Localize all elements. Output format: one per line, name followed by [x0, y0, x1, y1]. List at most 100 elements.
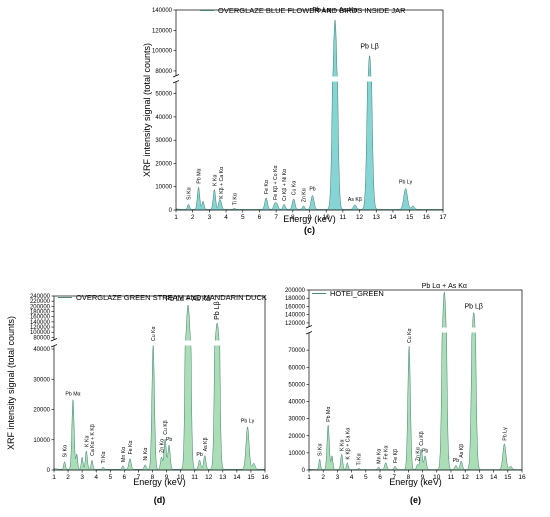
y-break-bg	[51, 340, 57, 346]
peak-label: As Kβ	[348, 197, 362, 203]
peak-label: K Kα	[212, 175, 218, 186]
x-tick-label: 9	[165, 474, 169, 481]
x-tick-label: 5	[364, 474, 368, 481]
y-tick-label: 20000	[288, 434, 305, 440]
y-tick-label: 140000	[285, 313, 306, 319]
y-tick-label: 80000	[33, 335, 50, 341]
x-tick-label: 3	[80, 474, 84, 481]
y-tick-label: 20000	[33, 408, 50, 414]
x-axis-label: Energy (keV)	[389, 477, 442, 487]
y-tick-label: 140000	[30, 320, 51, 326]
peak-label: Si Kα	[187, 187, 193, 200]
axis-break-gap	[176, 76, 443, 82]
y-tick-label: 50000	[288, 382, 305, 388]
y-break-mark	[305, 325, 313, 329]
peak-label: K Kβ + Ca Kα	[219, 167, 225, 199]
y-tick-label: 10000	[155, 185, 172, 191]
x-tick-label: 13	[476, 474, 484, 481]
x-tick-label: 2	[191, 214, 195, 221]
x-tick-label: 1	[307, 474, 311, 481]
x-tick-label: 14	[233, 474, 241, 481]
y-tick-label: 140000	[152, 8, 173, 14]
panel-label: (c)	[304, 225, 315, 235]
axis-break-gap	[309, 327, 522, 333]
x-tick-label: 13	[219, 474, 227, 481]
y-tick-label: 160000	[285, 304, 306, 310]
peak-label: Ti Kα	[232, 193, 238, 205]
y-break-mark	[305, 331, 313, 335]
peak-label: Pb	[453, 458, 459, 464]
peak-label: Pb Lβ	[465, 304, 483, 311]
peak-label: Fe Kα	[384, 445, 390, 459]
y-tick-label: 200000	[30, 304, 51, 310]
y-tick-label: 40000	[288, 400, 305, 406]
x-tick-label: 5	[108, 474, 112, 481]
x-tick-label: 12	[462, 474, 470, 481]
x-tick-label: 8	[291, 214, 295, 221]
peak-label: Pb Lα + As Kα	[422, 283, 467, 290]
peak-label: Ca Kα + K Kβ	[90, 424, 96, 456]
peak-label: Fe Kβ + Co Kα	[273, 165, 279, 199]
y-axis-label: XRF intensity signal (total counts)	[6, 316, 16, 450]
y-tick-label: 0	[302, 468, 306, 474]
y-tick-label: 10000	[33, 438, 50, 444]
y-tick-label: 120000	[285, 321, 306, 327]
peak-label: Cu Kβ	[163, 420, 169, 435]
x-tick-label: 15	[406, 214, 414, 221]
peak-label: Mn Kα	[121, 447, 127, 462]
x-axis-label: Energy (keV)	[133, 477, 186, 487]
peak-label: Cu Kβ	[419, 431, 425, 446]
y-tick-label: 180000	[285, 296, 306, 302]
x-tick-label: 8	[151, 474, 155, 481]
x-tick-label: 16	[423, 214, 431, 221]
y-tick-label: 100000	[30, 330, 51, 336]
y-tick-label: 240000	[30, 294, 51, 300]
peak-label: Si Kα	[63, 445, 69, 458]
x-tick-label: 5	[241, 214, 245, 221]
x-tick-label: 11	[191, 474, 198, 481]
axis-break-gap	[54, 340, 265, 346]
y-break-mark	[172, 80, 180, 84]
peak-label: K Kβ + Ca Kα	[345, 428, 351, 460]
peak-label: Cr Kβ + Ni Kα	[282, 169, 288, 201]
x-tick-label: 6	[123, 474, 127, 481]
legend-label: OVERGLAZE GREEN STREAM AND MANDARIN DUCK	[76, 293, 267, 302]
y-tick-label: 120000	[152, 28, 173, 34]
peak-label: Cu Kα	[151, 326, 157, 341]
y-tick-label: 20000	[155, 161, 172, 167]
y-tick-label: 60000	[288, 365, 305, 371]
peak-label: Mn Kα	[377, 449, 383, 464]
x-tick-label: 15	[504, 474, 512, 481]
x-tick-label: 14	[389, 214, 397, 221]
peak-label: Pb Lβ	[360, 44, 378, 51]
peak-label: Cu Kα	[292, 181, 298, 196]
x-tick-label: 2	[66, 474, 70, 481]
peak-label: Fe Kα	[128, 440, 134, 454]
x-tick-label: 10	[323, 214, 331, 221]
x-tick-label: 14	[490, 474, 498, 481]
peak-label: As Kβ	[203, 437, 209, 451]
peak-label: Zn Kα	[159, 439, 165, 453]
peak-label: Ti Kα	[101, 451, 107, 463]
chart-panel-3: 1 2 3 4 5 6 7 8 9 10 11 12 13 14 15 1601000020000300004…	[285, 283, 526, 505]
x-tick-label: 4	[350, 474, 354, 481]
spectrum-area	[308, 291, 523, 471]
x-tick-label: 16	[518, 474, 526, 481]
y-tick-label: 100000	[152, 49, 173, 55]
peak-label: Fe Kβ	[393, 449, 399, 463]
peak-label: Pb Lγ	[241, 419, 255, 425]
peak-label: Zn Kα	[301, 188, 307, 202]
plot-frame	[53, 295, 266, 471]
peak-label: K Kα	[340, 440, 346, 451]
peak-label: Pb Lβ	[214, 301, 221, 319]
peak-label: Pb Lγ	[502, 427, 508, 441]
peak-label: Pb	[309, 187, 315, 193]
peak-label: Ni Kα	[143, 448, 149, 461]
x-tick-label: 4	[224, 214, 228, 221]
peak-label: Zn Kα	[415, 447, 421, 461]
y-tick-label: 80000	[155, 69, 172, 75]
x-tick-label: 9	[421, 474, 425, 481]
x-tick-label: 1	[52, 474, 56, 481]
x-tick-label: 3	[208, 214, 212, 221]
x-axis-label: Energy (keV)	[283, 214, 336, 224]
